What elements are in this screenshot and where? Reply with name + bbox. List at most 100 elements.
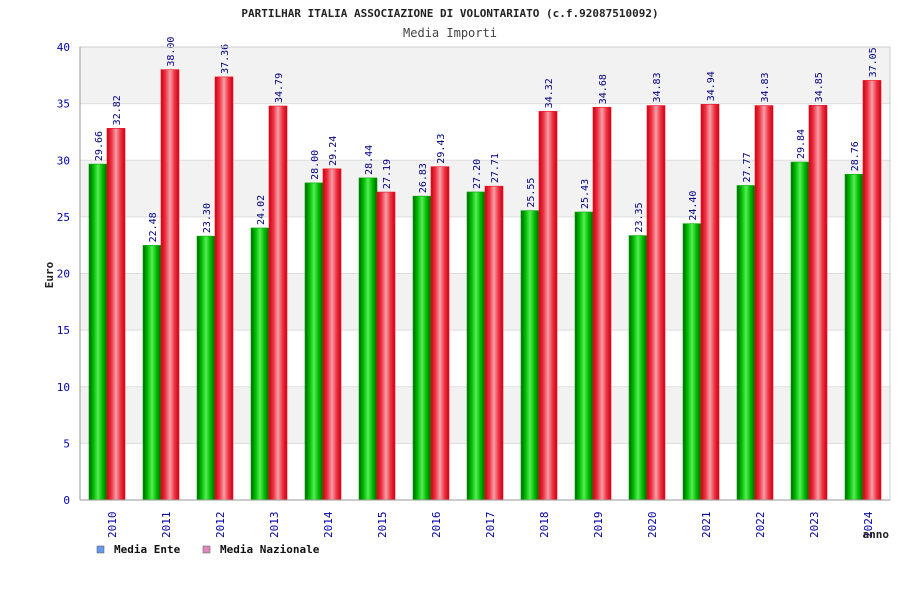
bar-media-nazionale-2024 — [862, 80, 882, 501]
x-tick-label: 2018 — [538, 512, 551, 539]
bar-media-ente-2012 — [196, 235, 216, 501]
bar-media-nazionale-2019 — [592, 106, 612, 501]
x-tick-label: 2017 — [484, 512, 497, 539]
legend-label-media-nazionale: Media Nazionale — [220, 543, 320, 556]
data-label-media-nazionale-2015: 27.19 — [382, 159, 393, 189]
y-tick-label: 40 — [57, 41, 70, 54]
data-label-media-nazionale-2020: 34.83 — [652, 72, 663, 102]
data-label-media-ente-2019: 25.43 — [580, 179, 591, 209]
bar-media-ente-2024 — [844, 173, 864, 501]
bar-media-ente-2022 — [736, 185, 756, 501]
x-tick-label: 2012 — [214, 512, 227, 539]
chart-subtitle: Media Importi — [403, 26, 497, 40]
y-tick-label: 5 — [63, 437, 70, 450]
data-label-media-nazionale-2013: 34.79 — [274, 73, 285, 103]
bar-media-nazionale-2017 — [484, 185, 504, 501]
data-label-media-ente-2022: 27.77 — [742, 152, 753, 182]
data-label-media-nazionale-2011: 38.00 — [166, 37, 177, 67]
data-label-media-nazionale-2016: 29.43 — [436, 134, 447, 164]
data-label-media-ente-2011: 22.48 — [148, 212, 159, 242]
data-label-media-ente-2014: 28.00 — [310, 150, 321, 180]
legend-label-media-ente: Media Ente — [114, 543, 181, 556]
bar-media-ente-2023 — [790, 161, 810, 501]
data-label-media-ente-2010: 29.66 — [94, 131, 105, 161]
legend: Media Ente Media Nazionale — [96, 543, 320, 556]
x-tick-label: 2024 — [862, 511, 875, 538]
y-tick-label: 0 — [63, 494, 70, 507]
x-tick-label: 2013 — [268, 512, 281, 539]
data-label-media-ente-2021: 24.40 — [688, 191, 699, 221]
x-tick-label: 2010 — [106, 512, 119, 539]
data-label-media-nazionale-2010: 32.82 — [112, 95, 123, 125]
x-tick-label: 2021 — [700, 512, 713, 539]
data-label-media-nazionale-2023: 34.85 — [814, 72, 825, 102]
bar-media-ente-2014 — [304, 182, 324, 501]
data-label-media-nazionale-2012: 37.36 — [220, 44, 231, 74]
bar-media-nazionale-2013 — [268, 105, 288, 501]
bar-media-ente-2011 — [142, 245, 162, 501]
bar-media-nazionale-2023 — [808, 105, 828, 501]
data-label-media-ente-2023: 29.84 — [796, 129, 807, 159]
data-labels: 29.66 32.82 22.48 38.00 23.30 37.36 24.02 34.79… — [94, 37, 879, 243]
y-tick-label: 30 — [57, 154, 70, 167]
data-label-media-nazionale-2014: 29.24 — [328, 136, 339, 166]
bar-media-nazionale-2021 — [700, 104, 720, 501]
bar-media-ente-2019 — [574, 211, 594, 501]
data-label-media-ente-2012: 23.30 — [202, 203, 213, 233]
bar-media-nazionale-2011 — [160, 69, 180, 501]
data-label-media-ente-2013: 24.02 — [256, 195, 267, 225]
data-label-media-nazionale-2021: 34.94 — [706, 71, 717, 101]
data-label-media-ente-2016: 26.83 — [418, 163, 429, 193]
data-label-media-ente-2024: 28.76 — [850, 141, 861, 171]
y-tick-label: 35 — [57, 98, 70, 111]
y-tick-label: 20 — [57, 268, 70, 281]
x-tick-label: 2023 — [808, 512, 821, 539]
bar-media-nazionale-2022 — [754, 105, 774, 501]
bar-media-nazionale-2010 — [106, 128, 126, 501]
bar-media-ente-2017 — [466, 191, 486, 501]
bar-media-ente-2013 — [250, 227, 270, 501]
x-tick-label: 2016 — [430, 512, 443, 539]
x-axis-label: anno — [863, 528, 890, 541]
x-tick-label: 2015 — [376, 512, 389, 539]
bars — [88, 69, 882, 501]
data-label-media-ente-2020: 23.35 — [634, 202, 645, 232]
x-tick-label: 2011 — [160, 512, 173, 539]
bar-media-ente-2010 — [88, 163, 108, 501]
data-label-media-ente-2015: 28.44 — [364, 145, 375, 175]
x-tick-labels: 2010 2011 2012 2013 2014 2015 2016 2017 2018 2019… — [106, 511, 875, 538]
y-tick-label: 10 — [57, 381, 70, 394]
bar-media-nazionale-2015 — [376, 191, 396, 501]
bar-media-ente-2016 — [412, 195, 432, 501]
bar-media-ente-2015 — [358, 177, 378, 501]
bar-media-nazionale-2014 — [322, 168, 342, 501]
y-tick-labels: 0 5 10 15 20 25 30 35 40 — [57, 41, 70, 507]
bar-media-ente-2021 — [682, 223, 702, 501]
y-tick-label: 25 — [57, 211, 70, 224]
bar-media-ente-2018 — [520, 210, 540, 501]
data-label-media-nazionale-2024: 37.05 — [868, 47, 879, 77]
y-axis-label: Euro — [43, 261, 56, 288]
bar-media-nazionale-2016 — [430, 166, 450, 501]
legend-swatch-media-nazionale — [202, 545, 211, 554]
axes — [79, 46, 891, 501]
data-label-media-nazionale-2022: 34.83 — [760, 72, 771, 102]
legend-swatch-media-ente — [96, 545, 105, 554]
bar-media-ente-2020 — [628, 235, 648, 501]
data-label-media-ente-2017: 27.20 — [472, 159, 483, 189]
x-tick-label: 2019 — [592, 512, 605, 539]
bar-media-nazionale-2018 — [538, 111, 558, 501]
x-tick-label: 2022 — [754, 512, 767, 539]
data-label-media-nazionale-2019: 34.68 — [598, 74, 609, 104]
chart-title: PARTILHAR ITALIA ASSOCIAZIONE DI VOLONTA… — [241, 7, 658, 20]
bar-media-nazionale-2020 — [646, 105, 666, 501]
data-label-media-nazionale-2017: 27.71 — [490, 153, 501, 183]
x-tick-label: 2014 — [322, 511, 335, 538]
data-label-media-nazionale-2018: 34.32 — [544, 78, 555, 108]
x-tick-label: 2020 — [646, 512, 659, 539]
bar-media-nazionale-2012 — [214, 76, 234, 501]
data-label-media-ente-2018: 25.55 — [526, 178, 537, 208]
y-tick-label: 15 — [57, 324, 70, 337]
